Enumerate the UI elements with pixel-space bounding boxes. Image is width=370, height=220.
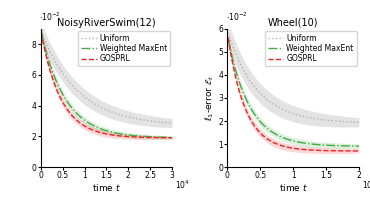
Weighted MaxEnt [170,136,174,139]
Uniform [285,110,289,113]
Legend: Uniform, Weighted MaxEnt, GOSPRL: Uniform, Weighted MaxEnt, GOSPRL [78,31,170,66]
Uniform [116,113,121,116]
Weighted MaxEnt [73,110,77,113]
Y-axis label: $\ell_1$-error $\mathcal{E}_t$: $\ell_1$-error $\mathcal{E}_t$ [203,75,216,121]
Line: Uniform: Uniform [41,31,172,123]
Uniform [303,116,307,118]
GOSPRL [303,148,307,151]
Weighted MaxEnt [98,127,102,130]
GOSPRL [226,36,230,39]
GOSPRL [249,119,253,122]
Uniform [357,121,361,124]
GOSPRL [357,150,361,152]
Uniform [259,94,264,96]
Uniform [62,74,67,77]
X-axis label: time $t$: time $t$ [92,182,121,193]
Weighted MaxEnt [285,138,289,141]
Uniform [249,81,253,84]
Uniform [170,122,174,124]
Weighted MaxEnt [324,144,329,147]
Uniform [138,118,142,121]
Line: GOSPRL: GOSPRL [41,33,172,138]
Weighted MaxEnt [226,37,230,40]
Weighted MaxEnt [116,132,121,135]
Weighted MaxEnt [303,142,307,145]
Line: GOSPRL: GOSPRL [228,38,359,151]
Uniform [313,117,318,120]
Title: Wheel(10): Wheel(10) [268,18,319,28]
GOSPRL [138,136,142,139]
Legend: Uniform, Weighted MaxEnt, GOSPRL: Uniform, Weighted MaxEnt, GOSPRL [265,31,357,66]
Title: NoisyRiverSwim(12): NoisyRiverSwim(12) [57,18,156,28]
Weighted MaxEnt [249,108,253,110]
Weighted MaxEnt [39,31,43,33]
Text: $10^4$: $10^4$ [175,178,190,191]
GOSPRL [127,135,131,138]
Text: $\cdot10^{-2}$: $\cdot10^{-2}$ [39,11,61,23]
Uniform [39,30,43,33]
Weighted MaxEnt [127,134,131,136]
Weighted MaxEnt [62,96,67,98]
GOSPRL [39,31,43,34]
Text: $\cdot10^{-2}$: $\cdot10^{-2}$ [226,11,248,23]
GOSPRL [313,149,318,152]
GOSPRL [259,133,264,136]
Weighted MaxEnt [357,145,361,147]
Weighted MaxEnt [313,143,318,146]
GOSPRL [98,131,102,134]
Line: Weighted MaxEnt: Weighted MaxEnt [41,32,172,138]
Uniform [98,106,102,108]
GOSPRL [62,104,67,106]
Line: Weighted MaxEnt: Weighted MaxEnt [228,39,359,146]
GOSPRL [324,149,329,152]
Line: Uniform: Uniform [228,33,359,122]
GOSPRL [116,134,121,137]
Uniform [73,87,77,90]
X-axis label: time $t$: time $t$ [279,182,308,193]
Uniform [127,116,131,118]
Weighted MaxEnt [259,122,264,125]
Uniform [226,32,230,34]
Weighted MaxEnt [138,135,142,138]
GOSPRL [170,136,174,139]
Text: $10^4$: $10^4$ [361,178,370,191]
GOSPRL [285,146,289,149]
GOSPRL [73,117,77,120]
Uniform [324,119,329,121]
